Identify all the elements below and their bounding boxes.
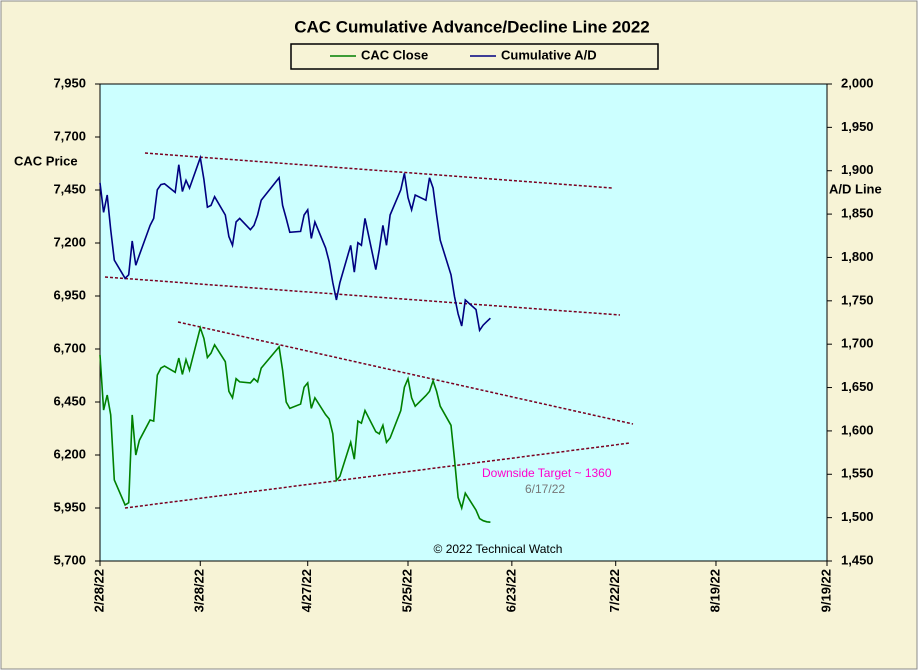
annotation: Downside Target ~ 1360: [482, 466, 612, 480]
x-tick-label: 5/25/22: [399, 569, 414, 612]
y2-tick-label: 1,500: [841, 509, 874, 524]
y2-tick-label: 1,750: [841, 292, 874, 307]
y2-tick-label: 1,600: [841, 422, 874, 437]
legend-label: Cumulative A/D: [501, 47, 597, 62]
x-tick-label: 2/28/22: [91, 569, 106, 612]
y-tick-label: 6,700: [53, 340, 86, 355]
trend-line: [104, 276, 621, 316]
y-tick-label: 7,200: [53, 234, 86, 249]
y-tick-label: 7,950: [53, 75, 86, 90]
y2-tick-label: 1,950: [841, 119, 874, 134]
trend-line: [144, 152, 613, 189]
x-tick-label: 7/22/22: [607, 569, 622, 612]
y-axis-label: CAC Price: [14, 153, 78, 168]
x-tick-label: 9/19/22: [818, 569, 833, 612]
y2-tick-label: 1,800: [841, 249, 874, 264]
y2-tick-label: 1,650: [841, 379, 874, 394]
chart-title: CAC Cumulative Advance/Decline Line 2022: [294, 17, 650, 36]
series-line: [99, 154, 491, 333]
y-tick-label: 7,700: [53, 128, 86, 143]
y2-tick-label: 1,450: [841, 552, 874, 567]
annotation: 6/17/22: [525, 482, 565, 496]
y2-tick-label: 2,000: [841, 75, 874, 90]
credit: © 2022 Technical Watch: [434, 542, 563, 556]
y-tick-label: 5,700: [53, 552, 86, 567]
x-tick-label: 8/19/22: [707, 569, 722, 612]
plot-area: [99, 83, 828, 562]
y2-tick-label: 1,550: [841, 466, 874, 481]
y-tick-label: 5,950: [53, 499, 86, 514]
y-tick-label: 7,450: [53, 181, 86, 196]
y-tick-label: 6,200: [53, 446, 86, 461]
x-tick-label: 3/28/22: [192, 569, 207, 612]
y2-axis-label: A/D Line: [829, 181, 882, 196]
trend-line: [177, 321, 634, 425]
series-line: [99, 324, 491, 523]
y-tick-label: 6,950: [53, 287, 86, 302]
y-tick-label: 6,450: [53, 393, 86, 408]
y2-tick-label: 1,700: [841, 336, 874, 351]
x-tick-label: 4/27/22: [299, 569, 314, 612]
x-tick-label: 6/23/22: [503, 569, 518, 612]
legend-label: CAC Close: [361, 47, 428, 62]
y2-tick-label: 1,850: [841, 206, 874, 221]
y2-tick-label: 1,900: [841, 162, 874, 177]
